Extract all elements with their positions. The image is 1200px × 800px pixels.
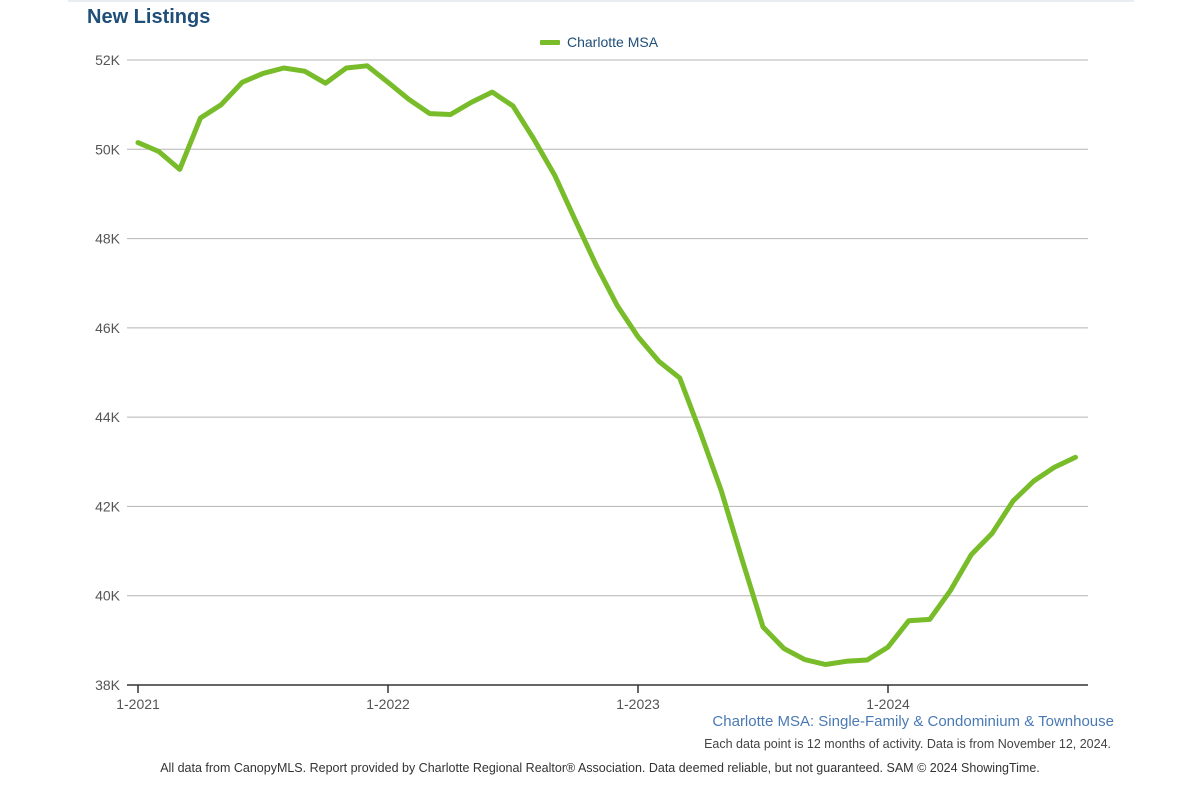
series-line-charlotte-msa	[135, 63, 1078, 667]
footer-credits: All data from CanopyMLS. Report provided…	[160, 761, 1040, 775]
series-layer	[135, 63, 1078, 667]
axes: 38K 40K 42K 44K 46K 48K 50K 52K 1-2021 1-2022 1-20…	[95, 52, 1088, 712]
legend-swatch	[540, 39, 560, 45]
gridlines	[127, 59, 1088, 597]
x-tick-label: 1-2023	[616, 696, 660, 712]
x-tick-label: 1-2021	[116, 696, 160, 712]
y-tick-label: 44K	[95, 409, 121, 425]
y-tick-label: 46K	[95, 320, 121, 336]
y-tick-label: 40K	[95, 588, 121, 604]
y-tick-label: 38K	[95, 677, 121, 693]
x-tick-label: 1-2022	[366, 696, 410, 712]
data-note: Each data point is 12 months of activity…	[704, 737, 1111, 751]
chart-subtitle: Charlotte MSA: Single-Family & Condomini…	[712, 713, 1114, 730]
legend: Charlotte MSA	[540, 34, 658, 50]
chart-title: New Listings	[87, 6, 211, 28]
legend-label: Charlotte MSA	[567, 34, 659, 50]
x-tick-label: 1-2024	[866, 696, 910, 712]
top-border	[68, 0, 1134, 2]
y-tick-label: 42K	[95, 498, 121, 514]
y-tick-label: 48K	[95, 231, 121, 247]
y-tick-label: 52K	[95, 52, 121, 68]
y-tick-label: 50K	[95, 141, 121, 157]
